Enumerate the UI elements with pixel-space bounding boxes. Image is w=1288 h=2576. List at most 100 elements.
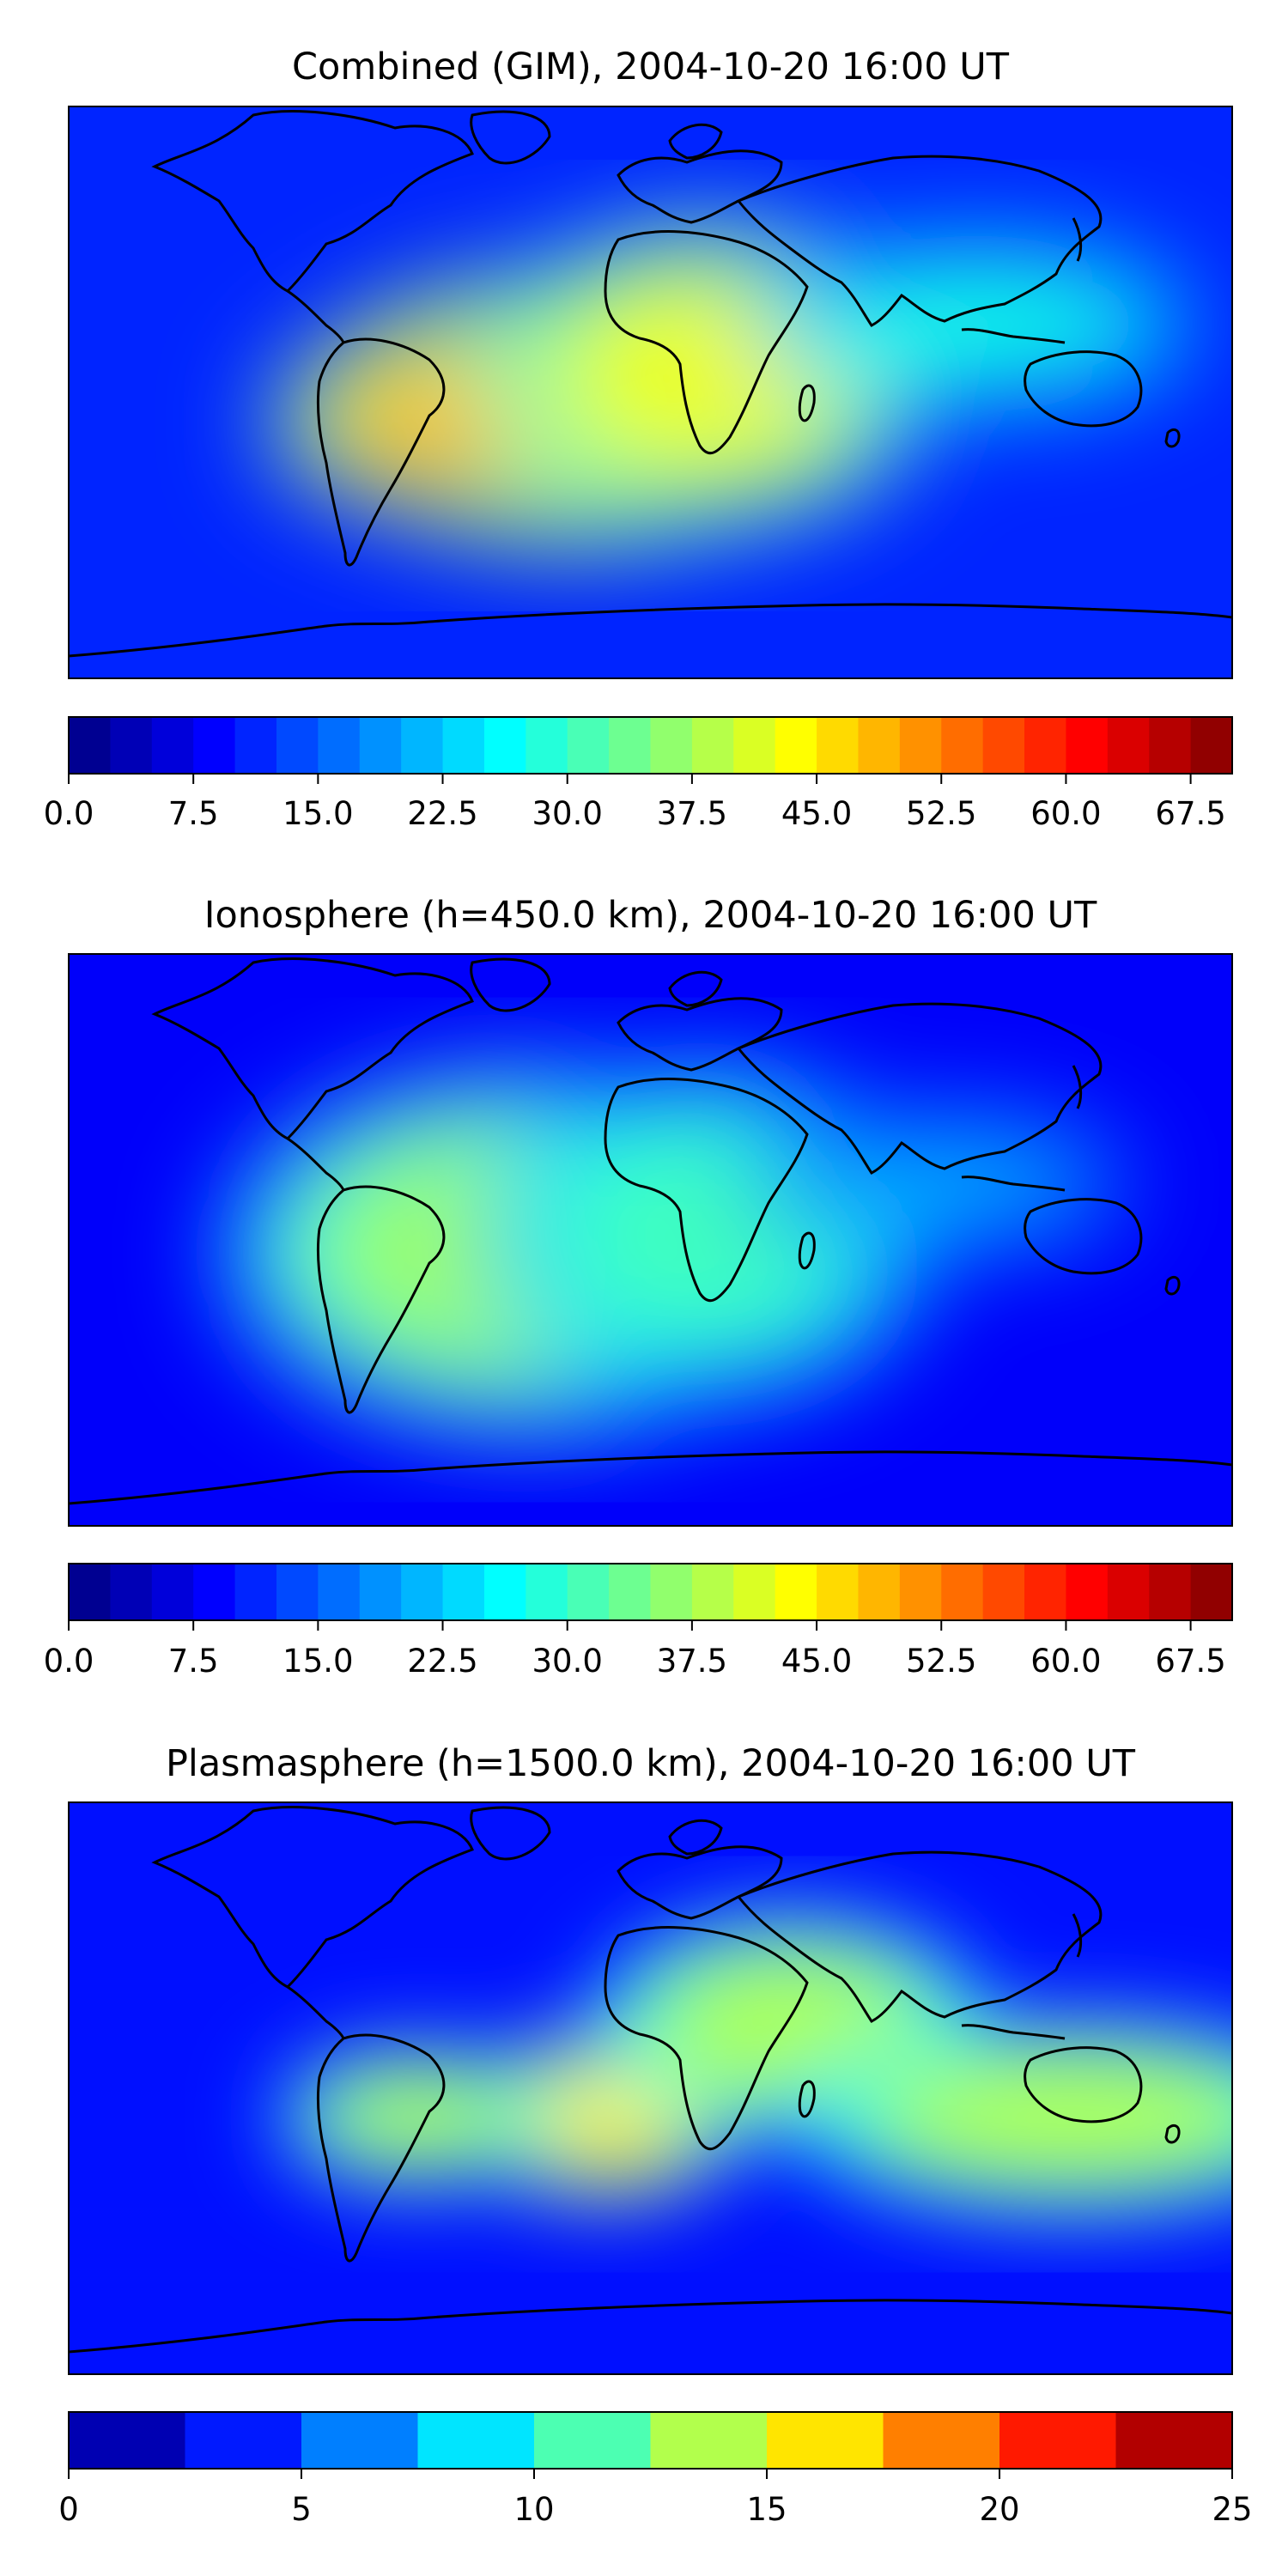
colorbar-tick-label: 45.0 bbox=[781, 1643, 852, 1680]
colorbar-cell bbox=[691, 1564, 734, 1620]
map-panel-2 bbox=[69, 1802, 1232, 2374]
colorbar-cell bbox=[110, 717, 153, 774]
colorbar-cell bbox=[526, 1564, 568, 1620]
colorbar-cell bbox=[1190, 1564, 1233, 1620]
colorbar-cell bbox=[526, 717, 568, 774]
colorbar-tick-label: 30.0 bbox=[532, 1643, 603, 1680]
colorbar-tick-label: 7.5 bbox=[168, 1643, 219, 1680]
colorbar-cell bbox=[609, 717, 651, 774]
colorbar-cell bbox=[483, 717, 526, 774]
colorbar-tick-label: 60.0 bbox=[1030, 1643, 1101, 1680]
colorbar-tick-label: 37.5 bbox=[657, 1643, 727, 1680]
colorbar-cell bbox=[733, 717, 776, 774]
colorbar-tick-label: 60.0 bbox=[1030, 795, 1101, 832]
colorbar-tick-label: 20 bbox=[979, 2491, 1019, 2528]
colorbar-tick-label: 7.5 bbox=[168, 795, 219, 832]
colorbar-cell bbox=[609, 1564, 651, 1620]
colorbar-cell bbox=[999, 2412, 1116, 2469]
colorbar-cell bbox=[982, 717, 1025, 774]
colorbar-tick-label: 37.5 bbox=[657, 795, 727, 832]
colorbar-cell bbox=[858, 717, 901, 774]
colorbar-tick-label: 22.5 bbox=[407, 795, 477, 832]
colorbar-cell bbox=[567, 717, 610, 774]
colorbar-tick-label: 52.5 bbox=[906, 1643, 976, 1680]
colorbar-cell bbox=[69, 1564, 111, 1620]
colorbar-cell bbox=[276, 1564, 319, 1620]
colorbar-cell bbox=[1115, 2412, 1233, 2469]
map-panel-0 bbox=[69, 106, 1232, 678]
colorbar-tick-label: 0 bbox=[58, 2491, 79, 2528]
colorbar-cell bbox=[534, 2412, 651, 2469]
colorbar-cell bbox=[899, 717, 942, 774]
colorbar-cell bbox=[767, 2412, 884, 2469]
colorbar-cell bbox=[359, 717, 402, 774]
colorbar-cell bbox=[417, 2412, 535, 2469]
colorbar-cell bbox=[1024, 1564, 1066, 1620]
colorbar-cell bbox=[234, 717, 277, 774]
colorbar-cell bbox=[276, 717, 319, 774]
colorbar-cell bbox=[401, 1564, 444, 1620]
colorbar-cell bbox=[151, 1564, 194, 1620]
colorbar-tick-label: 5 bbox=[291, 2491, 312, 2528]
panel-title-1: Ionosphere (h=450.0 km), 2004-10-20 16:0… bbox=[204, 894, 1097, 937]
colorbar-frame-0 bbox=[68, 716, 1233, 775]
colorbar-tick-label: 15.0 bbox=[283, 795, 353, 832]
colorbar-cell bbox=[775, 1564, 817, 1620]
colorbar-cell bbox=[1024, 717, 1066, 774]
hotspot-2-layer-2 bbox=[809, 1136, 1073, 1230]
colorbar-tick-label: 0.0 bbox=[44, 795, 94, 832]
colorbar-cell bbox=[1149, 1564, 1192, 1620]
colorbar-cell bbox=[151, 717, 194, 774]
colorbar-tick-label: 45.0 bbox=[781, 795, 852, 832]
colorbar-cell bbox=[817, 1564, 859, 1620]
map-frame-1 bbox=[68, 953, 1233, 1527]
colorbar-cell bbox=[193, 1564, 236, 1620]
panel-title-0: Combined (GIM), 2004-10-20 16:00 UT bbox=[292, 46, 1010, 88]
colorbar-cell bbox=[1107, 1564, 1150, 1620]
colorbar-cell bbox=[650, 1564, 693, 1620]
colorbar-cell bbox=[483, 1564, 526, 1620]
colorbar-cell bbox=[359, 1564, 402, 1620]
colorbar-tick-label: 52.5 bbox=[906, 795, 976, 832]
colorbar-tick-label: 67.5 bbox=[1155, 795, 1225, 832]
hotspot-1-layer-2 bbox=[323, 2070, 513, 2164]
colorbar-cell bbox=[442, 717, 485, 774]
colorbar-tick-label: 25 bbox=[1212, 2491, 1252, 2528]
colorbar-cell bbox=[401, 717, 444, 774]
colorbar-cell bbox=[1066, 717, 1109, 774]
colorbar-cell bbox=[650, 2412, 768, 2469]
colorbar-cell bbox=[982, 1564, 1025, 1620]
colorbar-cell bbox=[301, 2412, 418, 2469]
colorbar-cell bbox=[883, 2412, 1000, 2469]
colorbar-cell bbox=[733, 1564, 776, 1620]
colorbar-cell bbox=[185, 2412, 302, 2469]
colorbar-cell bbox=[775, 717, 817, 774]
colorbar-cell bbox=[567, 1564, 610, 1620]
colorbar-cell bbox=[442, 1564, 485, 1620]
colorbar-tick-label: 22.5 bbox=[407, 1643, 477, 1680]
map-frame-0 bbox=[68, 106, 1233, 679]
map-panel-1 bbox=[69, 954, 1232, 1526]
colorbar-cell bbox=[193, 717, 236, 774]
colorbar-cell bbox=[817, 717, 859, 774]
colorbar-cell bbox=[941, 1564, 984, 1620]
colorbar-cell bbox=[110, 1564, 153, 1620]
colorbar-frame-2 bbox=[68, 2411, 1233, 2470]
colorbar-tick-label: 10 bbox=[513, 2491, 554, 2528]
colorbar-cell bbox=[1190, 717, 1233, 774]
colorbar-tick-label: 15.0 bbox=[283, 1643, 353, 1680]
colorbar-cell bbox=[234, 1564, 277, 1620]
colorbar-cell bbox=[899, 1564, 942, 1620]
map-frame-2 bbox=[68, 1801, 1233, 2375]
colorbar-cell bbox=[69, 717, 111, 774]
colorbar-cell bbox=[691, 717, 734, 774]
colorbar-tick-label: 0.0 bbox=[44, 1643, 94, 1680]
colorbar-cell bbox=[858, 1564, 901, 1620]
colorbar-frame-1 bbox=[68, 1563, 1233, 1621]
colorbar-cell bbox=[1107, 717, 1150, 774]
colorbar-cell bbox=[941, 717, 984, 774]
colorbar-cell bbox=[1066, 1564, 1109, 1620]
colorbar-tick-label: 67.5 bbox=[1155, 1643, 1225, 1680]
colorbar-tick-label: 30.0 bbox=[532, 795, 603, 832]
